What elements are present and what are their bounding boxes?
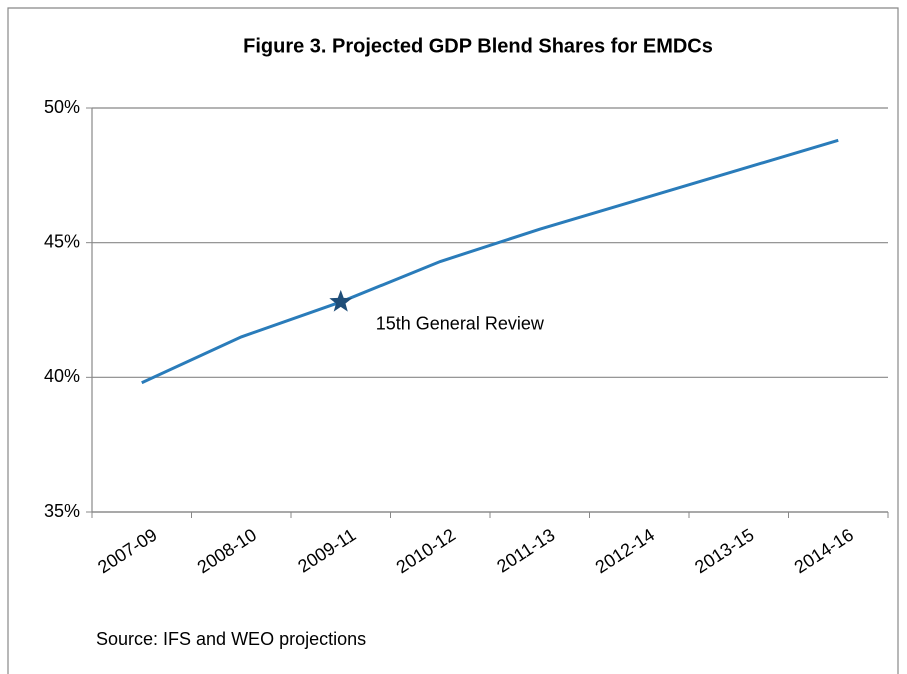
x-tick-label: 2012-14 <box>592 525 658 578</box>
x-tick-label: 2010-12 <box>393 525 459 578</box>
annotation-label: 15th General Review <box>376 314 545 334</box>
chart-frame <box>7 7 899 674</box>
y-tick-label: 50% <box>44 97 80 117</box>
x-tick-label: 2011-13 <box>493 525 558 577</box>
x-tick-label: 2014-16 <box>791 525 857 578</box>
chart-title: Figure 3. Projected GDP Blend Shares for… <box>243 35 713 57</box>
y-tick-label: 35% <box>44 501 80 521</box>
y-tick-label: 45% <box>44 231 80 251</box>
x-tick-label: 2009-11 <box>294 525 359 577</box>
annotation-star <box>329 289 353 312</box>
source-note: Source: IFS and WEO projections <box>96 629 366 649</box>
data-line <box>141 138 839 385</box>
x-tick-label: 2007-09 <box>94 525 160 578</box>
x-tick-label: 2008-10 <box>194 525 260 578</box>
x-tick-label: 2013-15 <box>691 525 757 578</box>
y-tick-label: 40% <box>44 366 80 386</box>
